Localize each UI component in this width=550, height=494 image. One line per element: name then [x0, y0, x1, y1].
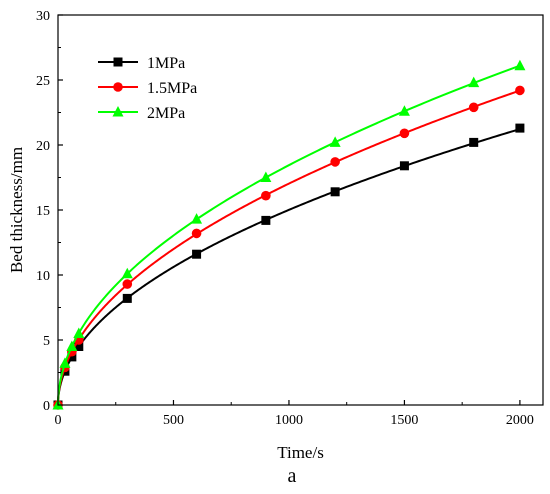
series-layer [52, 59, 526, 410]
data-point [192, 249, 202, 259]
x-tick-label: 2000 [506, 413, 534, 428]
y-tick-label: 5 [43, 334, 50, 349]
legend-marker [113, 82, 123, 92]
data-point [59, 357, 71, 368]
data-point [122, 293, 132, 303]
data-point [329, 136, 341, 147]
series-1 [53, 123, 525, 410]
x-tick-label: 0 [55, 413, 62, 428]
x-tick-label: 1000 [275, 413, 303, 428]
legend-item: 1.5MPa [98, 80, 197, 97]
legend-label: 1.5MPa [147, 80, 197, 97]
x-tick-labels: 0 500 1000 1500 2000 [55, 413, 534, 428]
legend-marker [113, 57, 123, 67]
series-3 [52, 59, 526, 410]
data-point [191, 228, 202, 239]
legend: 1MPa 1.5MPa 2MPa [98, 55, 197, 122]
data-point [515, 85, 525, 96]
data-point [74, 342, 84, 351]
y-tick-label: 0 [43, 399, 50, 414]
data-point [399, 128, 410, 139]
data-point [399, 161, 409, 171]
legend-item: 2MPa [98, 105, 185, 122]
x-tick-label: 500 [163, 413, 184, 428]
y-tick-label: 30 [36, 9, 50, 24]
data-point [260, 171, 272, 182]
x-tick-label: 1500 [390, 413, 418, 428]
data-point [191, 213, 203, 224]
x-axis-label: Time/s [277, 443, 324, 462]
y-tick-label: 10 [36, 269, 50, 284]
series-line [57, 64, 521, 406]
y-axis-label: Bed thickness/mm [7, 147, 26, 273]
data-point [330, 187, 340, 197]
figure-caption: a [288, 465, 297, 487]
data-point [261, 215, 271, 225]
data-point [122, 279, 133, 289]
data-point [468, 76, 480, 88]
data-point [398, 105, 410, 116]
plot-frame [57, 14, 544, 406]
data-point [67, 352, 77, 362]
data-point [469, 137, 479, 147]
data-point [73, 327, 85, 338]
series-line [57, 89, 521, 406]
y-tick-labels: 0 5 10 15 20 25 30 [36, 9, 50, 414]
y-tick-label: 15 [36, 204, 50, 219]
legend-marker [112, 106, 124, 117]
data-point [330, 157, 340, 167]
series-line [57, 128, 521, 406]
data-point [468, 102, 479, 113]
series-2 [53, 85, 525, 410]
legend-label: 2MPa [147, 105, 185, 122]
y-tick-label: 25 [36, 74, 50, 89]
data-point [121, 267, 133, 279]
legend-item: 1MPa [98, 55, 185, 72]
data-point [514, 59, 526, 71]
y-tick-label: 20 [36, 139, 50, 154]
data-point [515, 123, 525, 133]
data-point [66, 340, 78, 351]
data-point [261, 190, 271, 201]
legend-label: 1MPa [147, 55, 185, 72]
